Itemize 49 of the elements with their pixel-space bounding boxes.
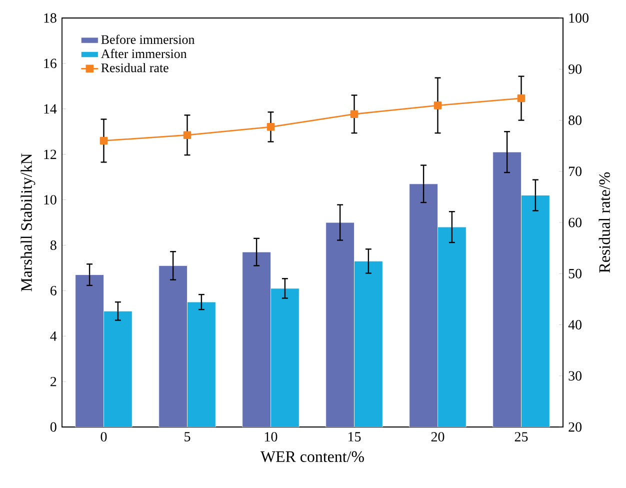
y2-tick-label: 90 [568,64,582,74]
y2-tick-label: 70 [569,166,582,176]
y-tick-label: 6 [50,286,56,296]
y-tick-label: 12 [44,150,56,159]
x-tick-label: 15 [348,432,361,442]
y-tick-label: 14 [44,104,57,114]
bar [270,288,300,427]
bar [326,222,354,427]
bar [354,261,383,427]
y-tick-label: 16 [44,58,56,68]
y2-tick-label: 30 [568,371,582,381]
x-axis-title: WER content/% [260,451,364,462]
x-tick-label: 10 [264,432,278,442]
y-tick-label: 18 [44,13,56,23]
y2-axis-title: Residual rate/% [598,172,610,273]
y2-tick-label: 100 [569,13,588,23]
legend-label: Before immersion [101,34,195,44]
bar [75,274,104,427]
y-tick-label: 8 [50,240,56,250]
bar [438,227,466,427]
y-tick-label: 4 [50,332,57,341]
bar [409,184,438,427]
bar [158,266,188,427]
point [266,123,275,131]
bar [104,311,132,427]
bar [492,152,522,427]
point [350,110,358,118]
legend-label: After immersion [100,48,187,58]
point [517,94,526,102]
y-tick-label: 10 [44,195,56,204]
point [434,102,442,110]
x-tick-label: 5 [184,432,190,442]
legend-label: Residual rate [101,63,168,72]
y2-tick-label: 20 [568,422,582,432]
bar [242,252,271,427]
x-tick-label: 0 [100,432,107,442]
y2-tick-label: 80 [568,116,582,125]
y2-tick-label: 50 [568,268,582,278]
y2-tick-label: 40 [568,320,582,330]
y-tick-label: 2 [50,376,56,386]
y-axis-title: Marshall Stability/kN [20,154,36,292]
point [183,131,192,139]
y-tick-label: 0 [50,422,56,432]
y2-tick-label: 60 [568,218,582,228]
bar [187,302,216,427]
point [100,136,108,145]
x-tick-label: 25 [514,432,528,442]
x-tick-label: 20 [431,432,444,442]
bar [521,195,550,427]
